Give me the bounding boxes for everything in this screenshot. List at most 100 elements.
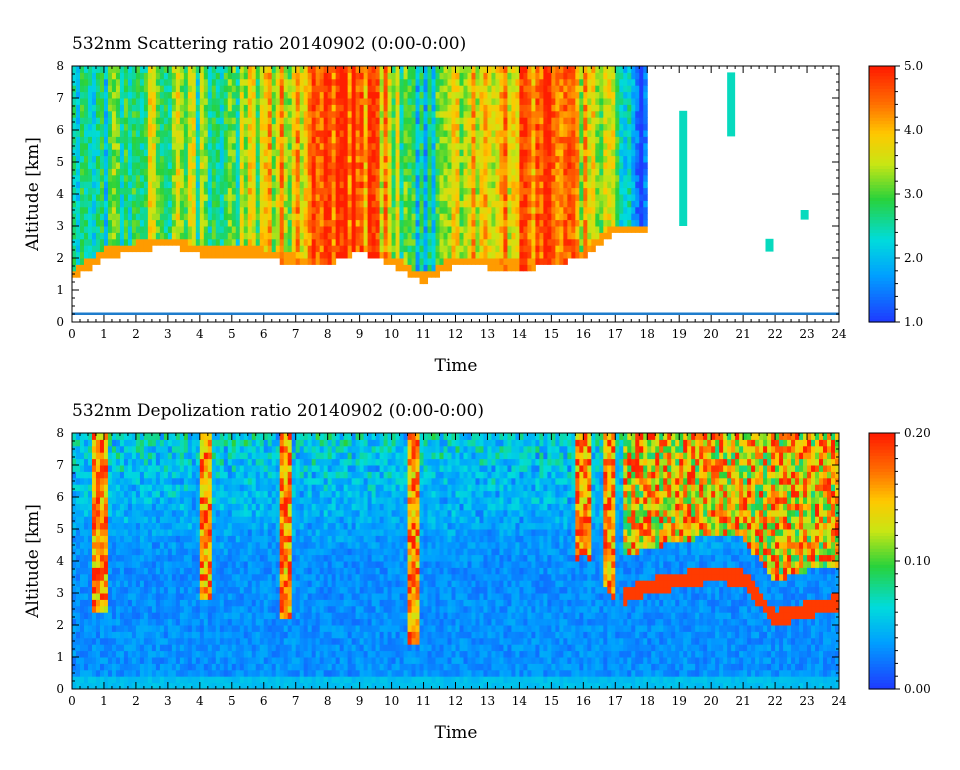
heatmap-cell bbox=[187, 162, 193, 169]
heatmap-cell bbox=[363, 72, 369, 80]
heatmap-cell bbox=[311, 219, 317, 227]
heatmap-cell bbox=[627, 98, 632, 105]
heatmap-cell bbox=[79, 149, 85, 157]
heatmap-cell bbox=[111, 66, 117, 73]
heatmap-cell bbox=[215, 226, 221, 233]
heatmap-cell bbox=[199, 136, 205, 144]
heatmap-cell bbox=[583, 98, 588, 105]
heatmap-cell bbox=[399, 168, 405, 176]
heatmap-cell bbox=[403, 251, 409, 259]
heatmap-cell bbox=[171, 130, 177, 137]
heatmap-cell bbox=[163, 98, 169, 105]
heatmap-cell bbox=[583, 238, 588, 246]
heatmap-cell bbox=[359, 226, 365, 233]
heatmap-cell bbox=[387, 200, 393, 208]
heatmap-cell bbox=[75, 631, 81, 639]
heatmap-cell bbox=[227, 168, 233, 176]
heatmap-cell bbox=[295, 194, 301, 201]
heatmap-cell bbox=[239, 206, 245, 214]
heatmap-cell bbox=[91, 136, 97, 144]
heatmap-cell bbox=[503, 181, 508, 189]
heatmap-cell bbox=[395, 78, 401, 86]
heatmap-cell bbox=[551, 194, 556, 201]
heatmap-cell bbox=[79, 445, 85, 453]
heatmap-cell bbox=[535, 251, 540, 259]
heatmap-cell bbox=[387, 104, 393, 112]
heatmap-cell bbox=[291, 117, 297, 125]
heatmap-cell bbox=[195, 213, 201, 221]
heatmap-cell bbox=[95, 168, 101, 176]
heatmap-cell bbox=[119, 174, 125, 182]
heatmap-cell bbox=[559, 155, 564, 163]
heatmap-cell bbox=[203, 206, 209, 214]
heatmap-cell bbox=[327, 200, 333, 208]
heatmap-cell bbox=[367, 149, 373, 157]
heatmap-cell bbox=[539, 258, 544, 265]
heatmap-cell bbox=[495, 238, 500, 246]
heatmap-cell bbox=[555, 226, 560, 233]
heatmap-cell bbox=[259, 251, 265, 259]
heatmap-cell bbox=[323, 78, 329, 86]
heatmap-cell bbox=[387, 98, 393, 105]
heatmap-cell bbox=[551, 155, 556, 163]
heatmap-cell bbox=[247, 78, 253, 86]
heatmap-cell bbox=[335, 104, 341, 112]
heatmap-cell bbox=[475, 155, 480, 163]
heatmap-cell bbox=[87, 187, 93, 195]
heatmap-cell bbox=[339, 130, 345, 137]
heatmap-cell bbox=[539, 142, 544, 150]
heatmap-cell bbox=[595, 104, 600, 112]
heatmap-cell bbox=[347, 200, 353, 208]
heatmap-cell bbox=[91, 232, 97, 240]
heatmap-cell bbox=[207, 206, 213, 214]
heatmap-cell bbox=[351, 181, 357, 189]
heatmap-cell bbox=[219, 245, 225, 253]
heatmap-cell bbox=[215, 206, 221, 214]
heatmap-cell bbox=[559, 110, 564, 118]
heatmap-cell bbox=[95, 232, 101, 240]
heatmap-cell bbox=[579, 149, 584, 157]
heatmap-cell bbox=[311, 258, 317, 265]
heatmap-cell bbox=[259, 130, 265, 137]
heatmap-cell bbox=[175, 117, 181, 125]
heatmap-cell bbox=[567, 251, 572, 259]
heatmap-cell bbox=[79, 194, 85, 201]
heatmap-cell bbox=[75, 123, 81, 131]
heatmap-cell bbox=[187, 206, 193, 214]
heatmap-cell bbox=[439, 174, 445, 182]
heatmap-cell bbox=[99, 232, 105, 240]
heatmap-cell bbox=[543, 251, 548, 259]
heatmap-cell bbox=[83, 117, 89, 125]
heatmap-cell bbox=[87, 452, 93, 460]
heatmap-cell bbox=[271, 136, 277, 144]
heatmap-cell bbox=[283, 258, 289, 265]
heatmap-cell bbox=[319, 149, 325, 157]
heatmap-cell bbox=[475, 130, 480, 137]
heatmap-cell bbox=[499, 98, 504, 105]
heatmap-cell bbox=[535, 142, 540, 150]
heatmap-cell bbox=[75, 490, 81, 498]
heatmap-cell bbox=[563, 155, 568, 163]
heatmap-cell bbox=[363, 168, 369, 176]
heatmap-cell bbox=[187, 98, 193, 105]
heatmap-cell bbox=[367, 162, 373, 169]
heatmap-cell bbox=[579, 206, 584, 214]
colorbar-swatch bbox=[869, 66, 895, 70]
heatmap-cell bbox=[623, 136, 628, 144]
heatmap-cell bbox=[391, 85, 397, 93]
heatmap-cell bbox=[323, 213, 329, 221]
heatmap-cell bbox=[471, 142, 476, 150]
heatmap-cell bbox=[311, 251, 317, 259]
heatmap-cell bbox=[639, 219, 644, 227]
heatmap-cell bbox=[507, 149, 512, 157]
heatmap-cell bbox=[195, 232, 201, 240]
heatmap-cell bbox=[175, 78, 181, 86]
heatmap-cell bbox=[467, 72, 472, 80]
heatmap-cell bbox=[523, 194, 528, 201]
heatmap-cell bbox=[283, 245, 289, 253]
heatmap-cell bbox=[327, 117, 333, 125]
heatmap-cell bbox=[279, 174, 285, 182]
heatmap-cell bbox=[383, 206, 389, 214]
heatmap-cell bbox=[427, 142, 433, 150]
heatmap-cell bbox=[87, 516, 93, 524]
